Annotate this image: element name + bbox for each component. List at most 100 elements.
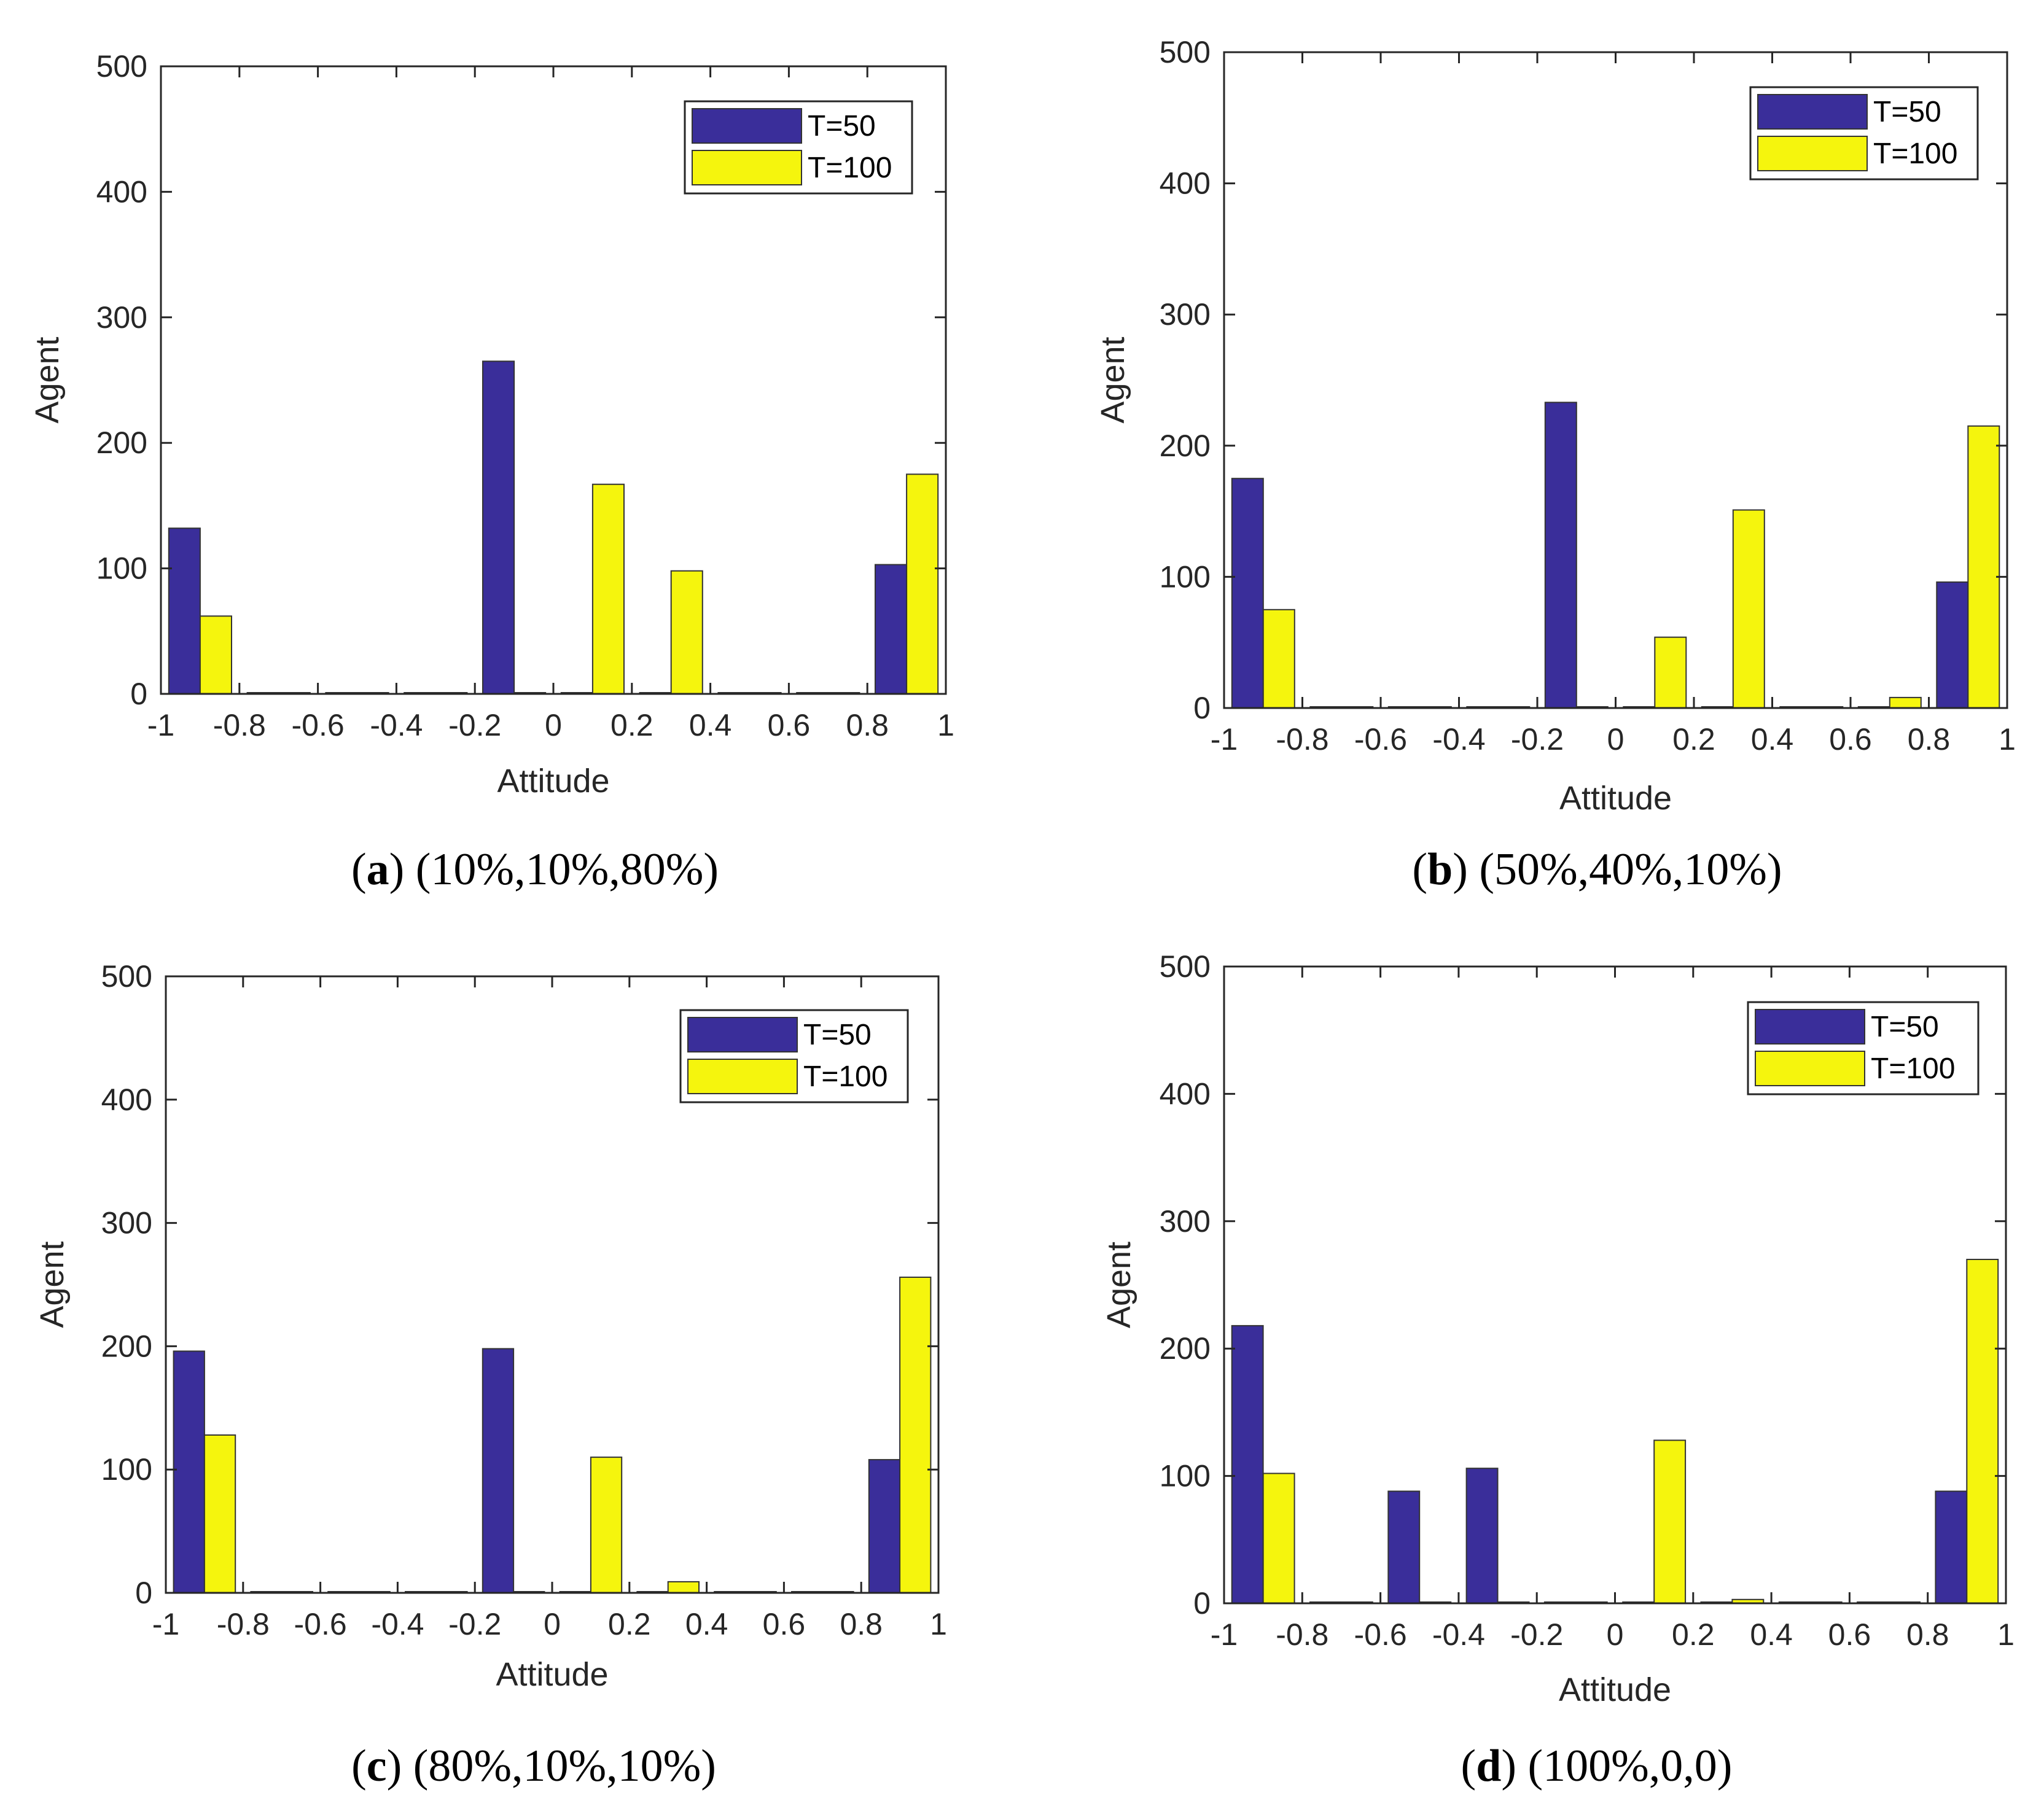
x-tick-label: 0.4 xyxy=(689,708,732,742)
x-tick-label: -1 xyxy=(1211,722,1238,757)
x-tick-label: 0.2 xyxy=(608,1607,651,1641)
x-tick-label: 0 xyxy=(545,708,562,742)
x-tick-label: -0.4 xyxy=(1432,722,1485,757)
x-tick-label: 0.2 xyxy=(610,708,653,742)
legend-label-t50: T=50 xyxy=(803,1019,872,1051)
bar-t100-9 xyxy=(899,1277,932,1593)
panel-caption: (d) (100%,0,0) xyxy=(1461,1741,1733,1791)
y-axis-label: Agent xyxy=(29,337,66,423)
x-tick-label: -0.2 xyxy=(448,708,501,742)
bar-t100-5 xyxy=(1653,1439,1687,1604)
bar-t50-9 xyxy=(1935,1490,1968,1604)
x-tick-label: 1 xyxy=(1999,722,2016,757)
panel-letter: b xyxy=(1427,844,1453,895)
bar-t50-3 xyxy=(1465,1468,1499,1604)
y-tick-label: 400 xyxy=(96,174,147,209)
x-tick-label: 0.2 xyxy=(1672,1617,1715,1652)
legend-swatch-t100 xyxy=(687,1059,798,1094)
panel-letter: d xyxy=(1476,1741,1501,1791)
legend-swatch-t50 xyxy=(687,1017,798,1052)
bar-t50-9 xyxy=(868,1459,901,1594)
x-tick-label: 1 xyxy=(930,1607,947,1641)
x-tick-label: 0.6 xyxy=(768,708,811,742)
x-tick-label: 0.8 xyxy=(840,1607,883,1641)
x-tick-label: -0.4 xyxy=(370,708,423,742)
y-tick-label: 0 xyxy=(1193,691,1211,725)
legend: T=50 T=100 xyxy=(684,100,913,195)
x-axis-label: Attitude xyxy=(496,1656,608,1693)
x-tick-label: -0.2 xyxy=(448,1607,501,1641)
y-tick-label: 300 xyxy=(96,300,147,335)
bar-t100-9 xyxy=(906,473,939,694)
bar-t50-2 xyxy=(1387,1490,1421,1604)
y-tick-label: 200 xyxy=(96,426,147,460)
y-tick-label: 500 xyxy=(101,959,152,994)
x-tick-label: -0.6 xyxy=(294,1607,347,1641)
y-tick-label: 500 xyxy=(1160,949,1211,984)
x-tick-label: 0.8 xyxy=(1908,722,1951,757)
x-tick-label: 0.2 xyxy=(1672,722,1715,757)
bar-t100-9 xyxy=(1967,425,2000,709)
x-axis-label: Attitude xyxy=(497,763,609,799)
legend-swatch-t100 xyxy=(1757,136,1868,171)
y-tick-label: 400 xyxy=(101,1083,152,1117)
bar-t50-9 xyxy=(875,564,908,694)
bar-t50-4 xyxy=(482,360,515,694)
x-tick-label: 0.8 xyxy=(1906,1617,1949,1652)
legend-swatch-t50 xyxy=(692,108,802,144)
y-tick-label: 200 xyxy=(1160,429,1211,463)
bar-t50-4 xyxy=(1544,402,1577,709)
y-tick-label: 0 xyxy=(130,677,147,711)
legend-swatch-t100 xyxy=(1755,1051,1865,1086)
y-tick-label: 200 xyxy=(101,1329,152,1363)
bar-t100-9 xyxy=(1966,1259,1999,1604)
bar-t50-0 xyxy=(168,527,201,694)
x-tick-label: -0.2 xyxy=(1510,1617,1563,1652)
panel-caption: (c) (80%,10%,10%) xyxy=(351,1741,716,1791)
x-tick-label: -1 xyxy=(1211,1617,1238,1652)
bar-t100-0 xyxy=(199,615,232,694)
bar-t100-6 xyxy=(667,1581,700,1593)
y-tick-label: 400 xyxy=(1160,166,1211,201)
legend-label-t50: T=50 xyxy=(1873,96,1941,128)
panel-caption: (a) (10%,10%,80%) xyxy=(351,844,719,895)
y-tick-label: 100 xyxy=(1160,559,1211,594)
chart-panel-c: 0 100 200 300 400 500 -1 -0.8 -0.6 -0.4 -0.2 0 0.2 0.… xyxy=(34,959,947,1791)
y-axis-label: Agent xyxy=(1094,337,1131,423)
x-tick-label: 0 xyxy=(1607,1617,1624,1652)
bar-t100-6 xyxy=(1732,509,1765,709)
bar-t100-0 xyxy=(1262,609,1295,709)
x-tick-label: -0.8 xyxy=(1276,1617,1328,1652)
legend-label-t100: T=100 xyxy=(1873,138,1957,170)
panel-letter: a xyxy=(367,844,389,895)
x-axis-label: Attitude xyxy=(1559,1671,1671,1708)
x-tick-label: -0.8 xyxy=(217,1607,270,1641)
bar-t50-0 xyxy=(1231,1325,1264,1604)
x-tick-label: 1 xyxy=(1997,1617,2015,1652)
chart-panel-a: 0 100 200 300 400 500 -1 -0.8 -0.6 -0.4 -0.2 0 0.2 0.… xyxy=(29,49,954,895)
legend-label-t100: T=100 xyxy=(803,1060,887,1093)
x-tick-label: -0.4 xyxy=(371,1607,424,1641)
x-tick-label: 0.8 xyxy=(846,708,889,742)
bar-t100-0 xyxy=(203,1434,236,1593)
x-axis-label: Attitude xyxy=(1559,780,1672,817)
y-tick-label: 100 xyxy=(101,1452,152,1487)
legend-label-t50: T=50 xyxy=(1871,1011,1939,1043)
bar-t50-0 xyxy=(1231,478,1264,709)
x-tick-label: 0.4 xyxy=(1751,722,1794,757)
y-axis-label: Agent xyxy=(34,1241,71,1328)
legend: T=50 T=100 xyxy=(679,1009,909,1103)
x-tick-label: -0.4 xyxy=(1432,1617,1485,1652)
legend-label-t100: T=100 xyxy=(808,152,892,184)
x-tick-label: 0.6 xyxy=(1828,1617,1871,1652)
bar-t100-5 xyxy=(590,1457,623,1594)
legend-swatch-t50 xyxy=(1757,94,1868,130)
x-tick-label: 0.4 xyxy=(1750,1617,1793,1652)
legend-swatch-t50 xyxy=(1755,1009,1865,1045)
y-tick-label: 200 xyxy=(1160,1331,1211,1366)
y-tick-label: 500 xyxy=(96,49,147,84)
y-tick-label: 300 xyxy=(101,1206,152,1240)
bar-t50-9 xyxy=(1936,581,1969,709)
panel-letter: c xyxy=(367,1741,387,1791)
